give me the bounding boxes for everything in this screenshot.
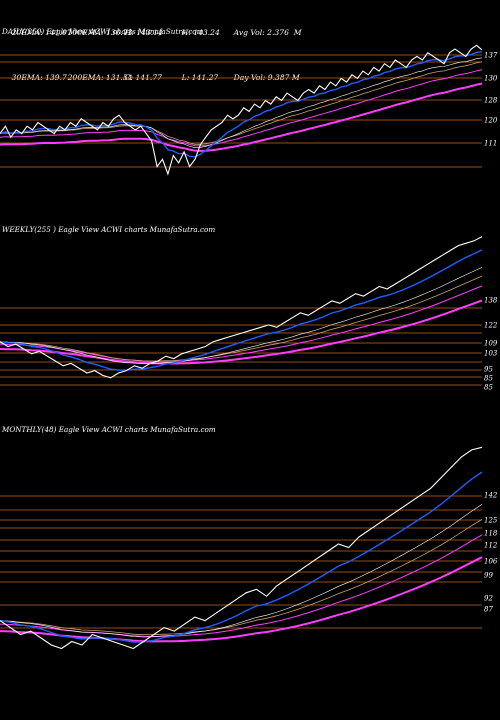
ema-slow-line <box>0 299 483 365</box>
tick-label: 111 <box>484 140 497 148</box>
stats-header: 20EMA: 141.07100EMA: 136.73H: 143.14 H: 1… <box>2 1 302 100</box>
tick-label: 142 <box>484 492 498 500</box>
ema-slow2-line <box>0 69 483 147</box>
high2-value: H: 143.24 <box>181 28 220 37</box>
weekly-panel-label: WEEKLY(255 ) Eagle View ACWI charts Muna… <box>2 225 216 234</box>
price-line <box>0 236 483 379</box>
tick-label: 85 <box>484 384 493 392</box>
panel-2: 142 125 118 112 106 99 92 87 <box>0 446 498 650</box>
tick-label: 137 <box>484 52 498 60</box>
tick-label: 128 <box>484 97 498 105</box>
ema20-value: 20EMA: 141.07 <box>11 28 72 37</box>
stats-row-2: 30EMA: 139.7200EMA: 131.54C: 141.77 L: 14… <box>2 64 302 91</box>
tick-label: 87 <box>484 606 493 614</box>
ema-fast-line <box>0 471 483 643</box>
ema-slow-line <box>0 82 483 152</box>
tick-label: 99 <box>484 572 493 580</box>
ema-mid-line <box>0 267 483 365</box>
tick-label: 125 <box>484 517 498 525</box>
price-line <box>0 446 483 650</box>
ema-slow2-line <box>0 285 483 362</box>
tick-label: 106 <box>484 558 498 566</box>
panel-0: 137 130 128 120 111 <box>0 44 498 176</box>
ema-slow2-line <box>0 534 483 638</box>
avg-vol-value: Avg Vol: 2.376 M <box>233 28 302 37</box>
ema100-value: 100EMA: 136.73 <box>67 28 133 37</box>
low-value: L: 141.27 <box>181 73 219 82</box>
stats-row-1: 20EMA: 141.07100EMA: 136.73H: 143.14 H: 1… <box>2 19 302 46</box>
tick-label: 112 <box>484 542 498 550</box>
day-vol-value: Day Vol: 9.387 M <box>233 73 300 82</box>
ema200-value: 200EMA: 131.54 <box>67 73 133 82</box>
tick-label: 118 <box>484 530 498 538</box>
tick-label: 92 <box>484 595 493 603</box>
ema-mid2-line <box>0 275 483 362</box>
tick-label: 85 <box>484 375 493 383</box>
tick-label: 138 <box>484 297 498 305</box>
price-line <box>0 44 483 176</box>
ema-slow-line <box>0 556 483 643</box>
ema-fast-line <box>0 51 483 158</box>
tick-label: 103 <box>484 350 498 358</box>
high-value: H: 143.14 <box>124 28 163 37</box>
ema-fast-line <box>0 249 483 371</box>
tick-label: 109 <box>484 340 498 348</box>
daily-panel-label: DAILY(250) Eagle View ACWI charts Munafa… <box>2 27 204 36</box>
close-value: C: 141.77 <box>124 73 163 82</box>
ema-mid-line <box>0 504 483 638</box>
monthly-panel-label: MONTHLY(48) Eagle View ACWI charts Munaf… <box>2 425 216 434</box>
tick-label: 122 <box>484 322 498 330</box>
ema-mid2-line <box>0 61 483 145</box>
ema30-value: 30EMA: 139.7 <box>11 73 67 82</box>
tick-label: 130 <box>484 75 498 83</box>
tick-label: 95 <box>484 366 493 374</box>
ema-mid2-line <box>0 519 483 636</box>
tick-label: 120 <box>484 117 498 125</box>
ema-mid-line <box>0 57 483 149</box>
